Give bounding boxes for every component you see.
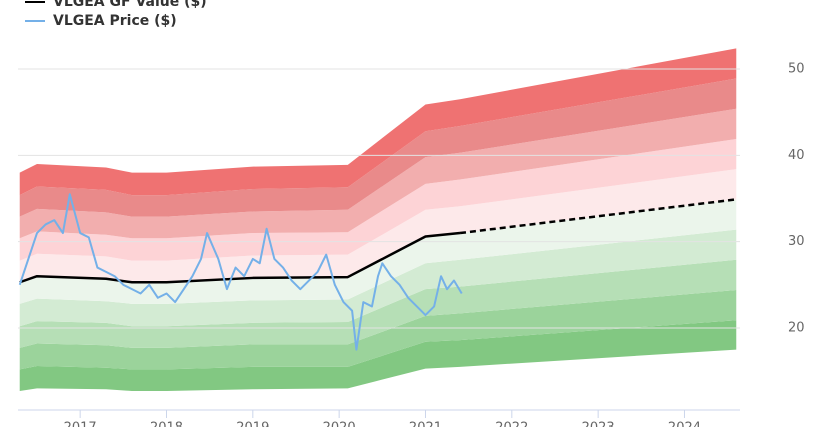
- band: [19, 108, 737, 239]
- band: [19, 78, 737, 217]
- band: [19, 320, 737, 392]
- band: [19, 229, 737, 327]
- valuation-bands: [19, 48, 737, 392]
- y-tick-label: 40: [788, 148, 805, 163]
- band: [19, 48, 737, 196]
- band: [19, 169, 737, 283]
- x-tick-label: 2024: [668, 421, 701, 427]
- x-tick-label: 2021: [409, 421, 442, 427]
- price-line: [18, 193, 463, 351]
- gf-value-projection: [459, 198, 737, 235]
- x-tick-label: 2018: [150, 421, 183, 427]
- legend-label: VLGEA GF Value ($): [53, 0, 207, 10]
- y-tick-label: 50: [788, 62, 805, 77]
- band: [19, 138, 737, 261]
- x-tick-label: 2017: [64, 421, 97, 427]
- legend: VLGEA GF Value ($) VLGEA Price ($): [25, 0, 207, 29]
- lines: [18, 193, 737, 351]
- y-tick-label: 30: [788, 234, 805, 249]
- grid: 20 30 40 50 2017 2018 2019 2020 2021 2022 2023 2024: [18, 62, 805, 427]
- y-tick-label: 20: [788, 321, 805, 336]
- x-tick-label: 2022: [495, 421, 528, 427]
- x-tick-label: 2023: [582, 421, 615, 427]
- x-tick-label: 2020: [323, 421, 356, 427]
- legend-label: VLGEA Price ($): [53, 13, 177, 29]
- band: [19, 290, 737, 370]
- band: [19, 259, 737, 348]
- band: [19, 199, 737, 304]
- gf-value-line: [19, 231, 461, 284]
- x-tick-label: 2019: [236, 421, 269, 427]
